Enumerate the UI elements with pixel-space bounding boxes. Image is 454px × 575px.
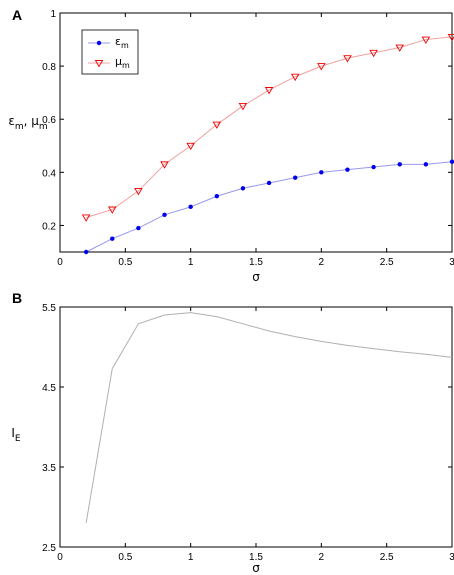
data-point	[397, 162, 402, 167]
x-tick-label: 1	[188, 552, 194, 563]
x-tick-label: 2	[319, 257, 325, 268]
data-point	[136, 225, 141, 231]
x-tick-label: 0	[57, 257, 63, 268]
legend: εm μm	[81, 29, 139, 75]
legend-label: μm	[115, 55, 130, 70]
data-point	[188, 204, 193, 210]
data-point	[110, 236, 115, 241]
axes-frame	[59, 306, 453, 548]
y-tick-label: 1	[50, 9, 56, 20]
data-point	[293, 175, 298, 180]
data-point	[83, 249, 89, 255]
y-tick-label: 2.5	[42, 543, 56, 554]
panel-b: B 0 0.5 1 1.5 2 2.5 3 2.5 3.5 4.5 5.5 σ IE	[11, 290, 454, 575]
data-point	[369, 49, 378, 58]
data-point	[107, 206, 117, 214]
data-point	[162, 212, 167, 218]
x-tick-label: 1.5	[249, 552, 263, 563]
data-point	[421, 36, 431, 44]
legend-marker	[94, 60, 104, 68]
y-tick-label: 0.8	[42, 62, 56, 73]
x-tick-label: 2.5	[380, 257, 394, 268]
x-tick-label: 0	[57, 552, 63, 563]
data-point	[134, 187, 143, 196]
legend-marker	[96, 40, 102, 46]
x-tick-label: 3	[449, 552, 454, 563]
data-point	[449, 159, 454, 164]
data-point	[319, 170, 324, 175]
panel-label: B	[12, 290, 22, 306]
x-axis-label: σ	[252, 561, 260, 575]
data-point	[186, 142, 195, 151]
data-point	[345, 167, 350, 172]
x-tick-label: 0.5	[118, 552, 132, 563]
y-tick-label: 3.5	[42, 463, 56, 474]
x-tick-label: 3	[449, 257, 454, 268]
y-tick-label: 0.2	[42, 221, 56, 232]
x-tick-label: 1.5	[249, 257, 263, 268]
data-point	[214, 194, 219, 199]
panel-a: A 0 0.5 1 1.5 2 2.5 3 0.2 0.4 0.6 0.8 1 σ εm, μm εm μm	[8, 7, 454, 284]
data-point	[266, 180, 272, 186]
panel-label: A	[12, 7, 22, 23]
y-tick-label: 0.4	[42, 168, 56, 179]
data-point	[371, 164, 376, 170]
series-line	[85, 36, 453, 218]
data-point	[160, 161, 169, 169]
data-point	[395, 44, 405, 52]
data-point	[317, 63, 326, 71]
legend-box	[81, 29, 139, 75]
data-point	[240, 186, 246, 191]
data-point	[290, 73, 300, 82]
x-tick-label: 0.5	[118, 257, 132, 268]
x-tick-label: 1	[188, 257, 194, 268]
data-point	[423, 162, 429, 167]
y-tick-label: 4.5	[42, 383, 56, 394]
y-tick-label: 5.5	[42, 303, 56, 314]
data-point	[238, 102, 248, 111]
data-point	[81, 214, 91, 222]
series-line	[85, 161, 453, 253]
data-point	[264, 87, 274, 95]
data-point	[343, 55, 352, 63]
y-tick-label: 0.6	[42, 115, 56, 126]
legend-label: εm	[115, 35, 129, 50]
x-tick-label: 2	[319, 552, 325, 563]
y-axis-label: εm, μm	[8, 114, 47, 132]
x-tick-label: 2.5	[380, 552, 394, 563]
data-point	[212, 121, 222, 129]
series-line	[85, 312, 453, 524]
x-axis-label: σ	[252, 270, 260, 284]
y-axis-label: IE	[11, 426, 21, 444]
